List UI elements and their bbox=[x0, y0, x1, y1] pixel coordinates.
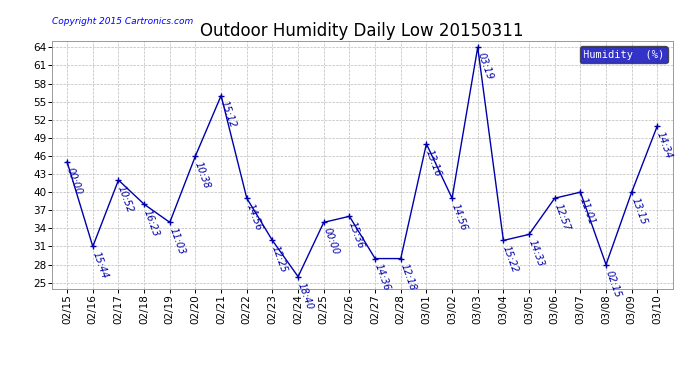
Text: Copyright 2015 Cartronics.com: Copyright 2015 Cartronics.com bbox=[52, 17, 193, 26]
Text: 10:52: 10:52 bbox=[116, 184, 135, 214]
Legend: Humidity  (%): Humidity (%) bbox=[580, 46, 667, 63]
Text: 14:56: 14:56 bbox=[450, 202, 469, 232]
Text: 14:36: 14:36 bbox=[373, 263, 392, 293]
Text: 10:38: 10:38 bbox=[193, 160, 212, 190]
Text: 02:15: 02:15 bbox=[604, 269, 622, 299]
Text: 12:57: 12:57 bbox=[552, 202, 571, 232]
Text: 13:15: 13:15 bbox=[629, 196, 649, 226]
Text: 03:19: 03:19 bbox=[475, 51, 494, 81]
Text: 11:01: 11:01 bbox=[578, 196, 597, 226]
Text: 14:34: 14:34 bbox=[655, 130, 674, 160]
Text: 12:18: 12:18 bbox=[398, 263, 417, 293]
Text: 16:23: 16:23 bbox=[141, 209, 161, 238]
Text: 15:44: 15:44 bbox=[90, 251, 110, 280]
Text: 14:56: 14:56 bbox=[244, 202, 264, 232]
Text: 15:22: 15:22 bbox=[501, 244, 520, 274]
Text: 00:00: 00:00 bbox=[322, 226, 340, 256]
Text: 14:33: 14:33 bbox=[526, 238, 546, 268]
Text: 18:40: 18:40 bbox=[295, 281, 315, 311]
Text: 12:25: 12:25 bbox=[270, 244, 289, 274]
Text: 13:16: 13:16 bbox=[424, 148, 443, 178]
Text: 15:36: 15:36 bbox=[347, 220, 366, 251]
Text: 00:00: 00:00 bbox=[65, 166, 83, 196]
Text: 15:12: 15:12 bbox=[219, 100, 238, 130]
Text: 11:03: 11:03 bbox=[168, 226, 186, 256]
Title: Outdoor Humidity Daily Low 20150311: Outdoor Humidity Daily Low 20150311 bbox=[201, 22, 524, 40]
